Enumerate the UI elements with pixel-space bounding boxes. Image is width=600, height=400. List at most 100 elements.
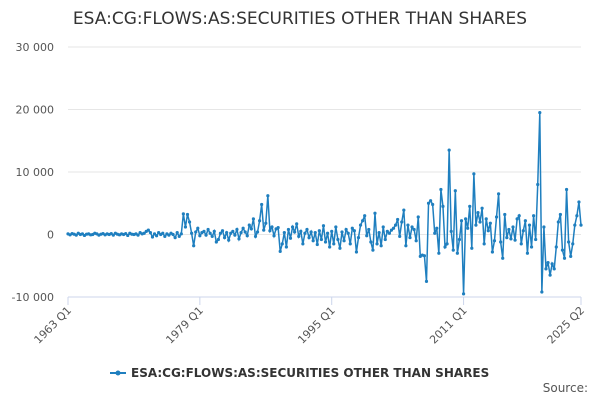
point [323,240,328,244]
point [328,245,332,249]
point [340,230,344,234]
point [334,225,338,229]
point [538,111,542,115]
point [247,223,251,227]
point [532,214,536,218]
point [196,226,200,230]
legend-marker [115,370,121,376]
point [517,214,521,218]
point [315,242,319,247]
point [496,192,501,196]
point [354,250,359,254]
point [579,223,583,227]
point [447,148,451,152]
point [445,242,449,246]
point [521,229,525,233]
y-tick-label: 0 [47,229,54,242]
point [309,230,313,234]
point [529,245,534,249]
point [431,202,435,207]
point [225,231,229,235]
point [268,229,272,233]
point [220,229,225,233]
point [540,290,544,294]
point [408,236,412,240]
point [356,236,361,240]
point [367,227,371,232]
point [235,227,239,232]
point [330,229,334,233]
point [437,251,441,255]
point [253,234,258,238]
point [499,240,503,244]
point [214,240,218,244]
point [365,234,369,238]
point [111,233,115,237]
point [490,250,495,254]
point [509,237,513,241]
point [461,292,466,296]
point [377,231,381,235]
point [301,242,305,246]
point [74,233,78,237]
point [270,225,274,229]
y-tick-label: -10 000 [12,291,54,304]
point [148,231,153,235]
chart-title: ESA:CG:FLOWS:AS:SECURITIES OTHER THAN SH… [73,9,527,29]
point [373,211,377,215]
point [136,233,140,237]
point [173,236,177,240]
point [515,217,519,221]
point [505,236,509,240]
point [249,227,253,231]
point [183,225,188,229]
point [194,230,198,234]
point [569,254,573,258]
point [484,217,488,221]
point [488,221,492,225]
point [486,229,490,233]
point [222,236,227,240]
point [410,225,414,229]
point [492,239,497,243]
point [237,237,241,241]
point [167,233,171,237]
point [422,254,427,258]
point [192,244,196,248]
point [124,231,128,236]
point [321,224,326,228]
point [262,228,266,232]
point [227,238,231,242]
point [255,230,260,234]
point [457,237,462,242]
point [385,229,389,233]
point [175,231,179,235]
point [284,245,288,249]
point [280,242,284,246]
point [567,240,571,244]
point [393,223,398,227]
point [317,229,321,233]
point [412,227,416,232]
point [424,279,429,283]
point [507,227,511,232]
point [202,229,206,233]
point [433,231,437,235]
point [210,234,214,238]
point [564,187,569,192]
point [544,267,548,271]
y-tick-label: 10 000 [16,166,55,179]
point [190,231,194,235]
point [293,230,297,234]
point [449,229,453,233]
point [325,231,330,235]
point [573,223,577,227]
point [185,212,190,217]
point [435,226,439,230]
point [414,239,418,243]
point [387,231,391,235]
point [245,234,249,238]
point [519,242,523,246]
point [459,219,464,223]
